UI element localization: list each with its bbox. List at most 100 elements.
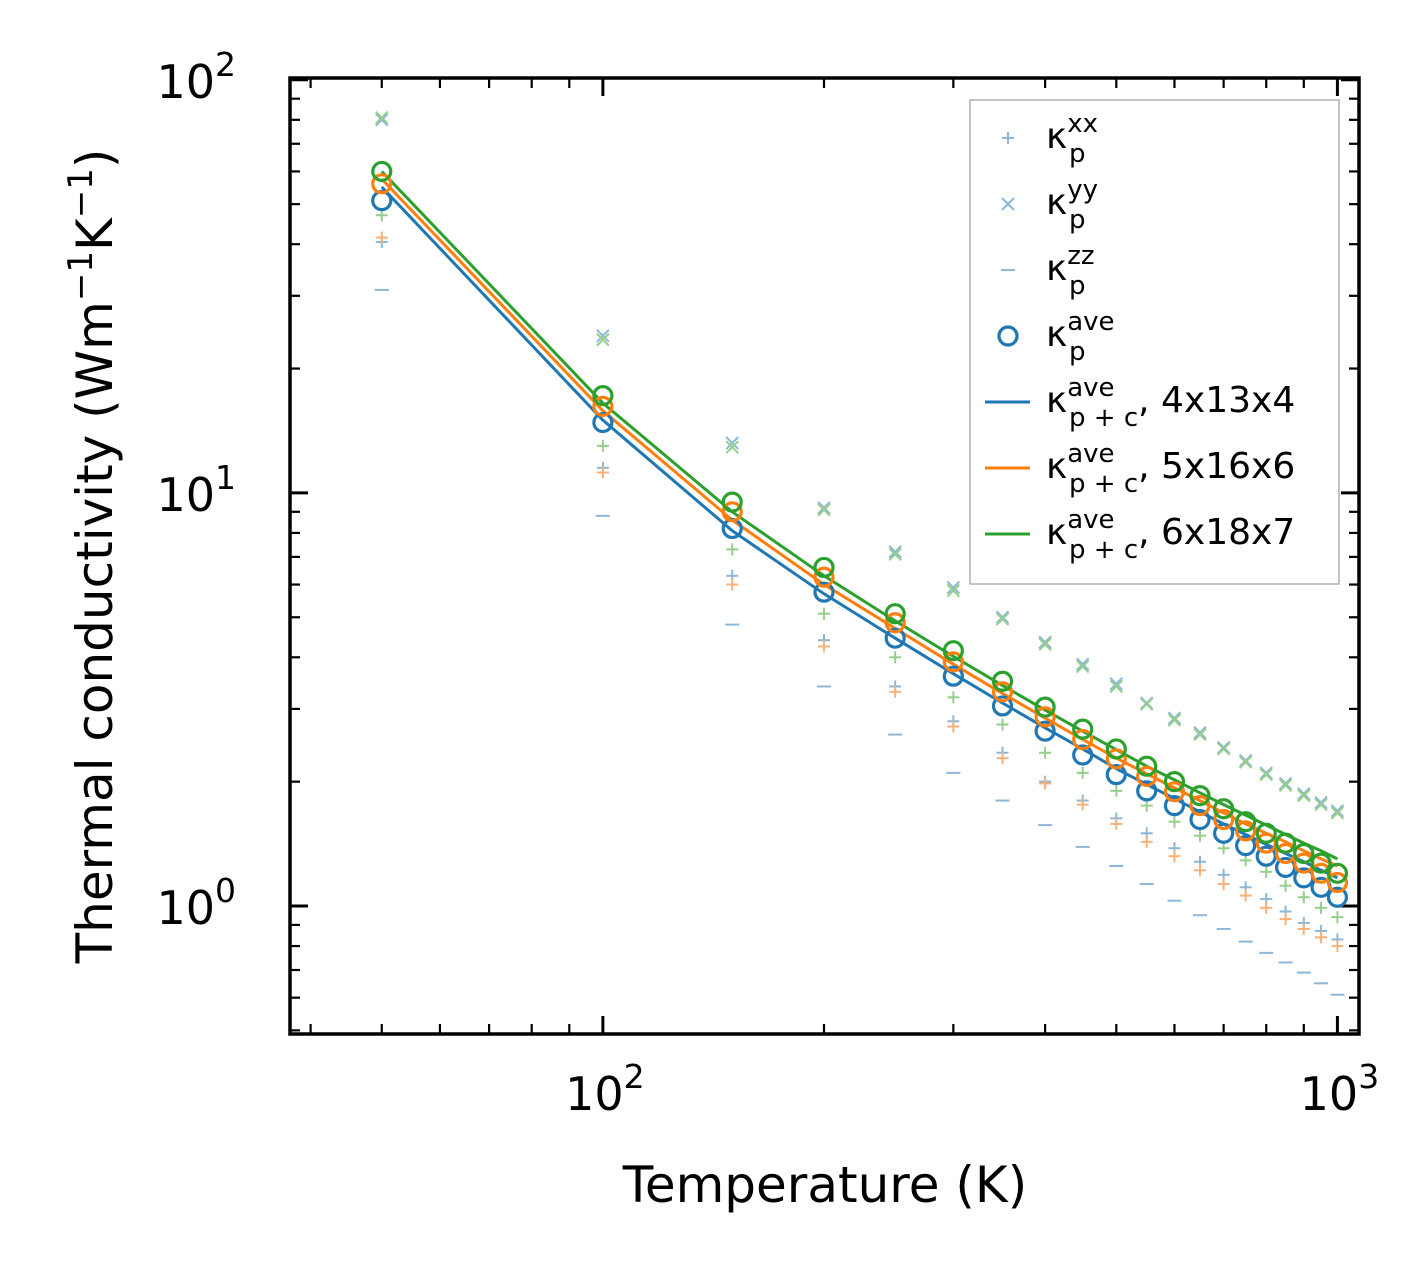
data-point xyxy=(1163,781,1186,803)
data-point xyxy=(1072,744,1094,766)
data-point xyxy=(726,543,739,556)
data-point xyxy=(1038,637,1052,652)
data-point xyxy=(1331,911,1344,924)
data-point xyxy=(1075,657,1090,671)
data-point xyxy=(1315,931,1328,944)
data-point xyxy=(1216,740,1231,755)
data-point xyxy=(1136,765,1158,787)
data-point xyxy=(1279,879,1292,892)
data-point xyxy=(721,491,743,513)
legend-label: κyy p xyxy=(1046,175,1098,235)
data-point xyxy=(1039,777,1052,790)
x-tick-label: 102 xyxy=(565,1057,645,1121)
legend-label: κave p xyxy=(1046,307,1115,367)
data-point xyxy=(1105,764,1127,786)
legend-label: κave p + c, 6x18x7 xyxy=(1046,505,1295,565)
legend-label: κave p + c, 4x13x4 xyxy=(1046,373,1295,433)
data-point xyxy=(1168,850,1181,863)
data-point xyxy=(995,610,1010,624)
data-point xyxy=(947,720,960,733)
data-point xyxy=(946,580,961,595)
data-point xyxy=(1239,854,1252,867)
data-point xyxy=(1297,922,1310,935)
data-point xyxy=(946,583,961,598)
plot-frame xyxy=(288,76,1361,1036)
data-point xyxy=(1109,677,1124,691)
data-point xyxy=(375,231,388,244)
data-point xyxy=(1034,696,1056,718)
data-point xyxy=(1259,766,1273,780)
plot-area xyxy=(371,110,1349,996)
data-point xyxy=(371,160,393,183)
series-line xyxy=(380,178,1338,868)
data-point xyxy=(1110,817,1123,830)
data-point xyxy=(1072,728,1094,751)
data-point xyxy=(888,545,902,559)
data-point xyxy=(818,640,831,653)
legend-marker xyxy=(1001,197,1015,211)
data-point xyxy=(1193,725,1207,740)
data-point xyxy=(1189,795,1211,817)
y-tick-label: 102 xyxy=(156,45,236,109)
data-point xyxy=(1297,891,1310,904)
data-point xyxy=(596,466,609,479)
data-point xyxy=(1167,713,1182,727)
data-point xyxy=(813,581,835,603)
data-point xyxy=(1076,798,1089,811)
data-point xyxy=(1235,835,1257,857)
data-point xyxy=(888,547,902,562)
data-point xyxy=(1193,864,1206,877)
data-point xyxy=(1193,829,1206,842)
data-point xyxy=(947,691,960,704)
data-point xyxy=(1168,815,1181,828)
legend-label: κave p + c, 5x16x6 xyxy=(1046,439,1295,499)
data-point xyxy=(817,503,831,517)
data-point xyxy=(1326,862,1349,884)
data-point xyxy=(1235,820,1257,842)
data-point xyxy=(1140,835,1153,848)
data-point xyxy=(596,439,609,452)
data-point xyxy=(942,665,964,687)
data-point xyxy=(721,501,743,523)
data-point xyxy=(1278,778,1293,792)
data-point xyxy=(991,695,1014,717)
data-point xyxy=(1110,784,1123,797)
data-point xyxy=(1315,901,1328,914)
data-point xyxy=(1293,842,1315,865)
data-point xyxy=(942,651,964,673)
data-point xyxy=(1238,753,1253,768)
legend-box xyxy=(969,99,1340,585)
data-point xyxy=(884,603,906,625)
data-point xyxy=(1326,871,1349,894)
data-point xyxy=(996,718,1009,731)
data-point xyxy=(995,612,1010,626)
legend-label: κxx p xyxy=(1046,109,1098,169)
data-point xyxy=(596,332,610,347)
legend-marker xyxy=(997,325,1019,347)
data-point xyxy=(1105,748,1127,770)
y-tick-label: 100 xyxy=(156,871,236,935)
data-point xyxy=(592,384,614,407)
data-point xyxy=(1034,706,1056,728)
data-point xyxy=(1163,771,1186,793)
data-point xyxy=(726,578,739,591)
data-point xyxy=(371,173,393,195)
data-point xyxy=(1105,738,1127,760)
data-point xyxy=(817,501,831,515)
data-point xyxy=(1260,865,1273,878)
data-point xyxy=(592,395,614,417)
data-point xyxy=(1310,862,1332,884)
data-point xyxy=(1331,940,1344,953)
tick-labels: 102 103 100 101 102 xyxy=(156,45,1379,1121)
data-point xyxy=(1255,822,1277,844)
data-point xyxy=(1239,889,1252,902)
data-point xyxy=(942,640,964,662)
data-point xyxy=(1216,742,1231,756)
data-point xyxy=(1075,659,1090,674)
data-point xyxy=(996,752,1009,765)
x-axis-title: Temperature (K) xyxy=(622,1156,1027,1214)
legend-label: κzz p xyxy=(1046,241,1095,301)
data-point xyxy=(884,627,906,649)
data-point xyxy=(1274,832,1297,854)
data-point xyxy=(1326,886,1349,908)
